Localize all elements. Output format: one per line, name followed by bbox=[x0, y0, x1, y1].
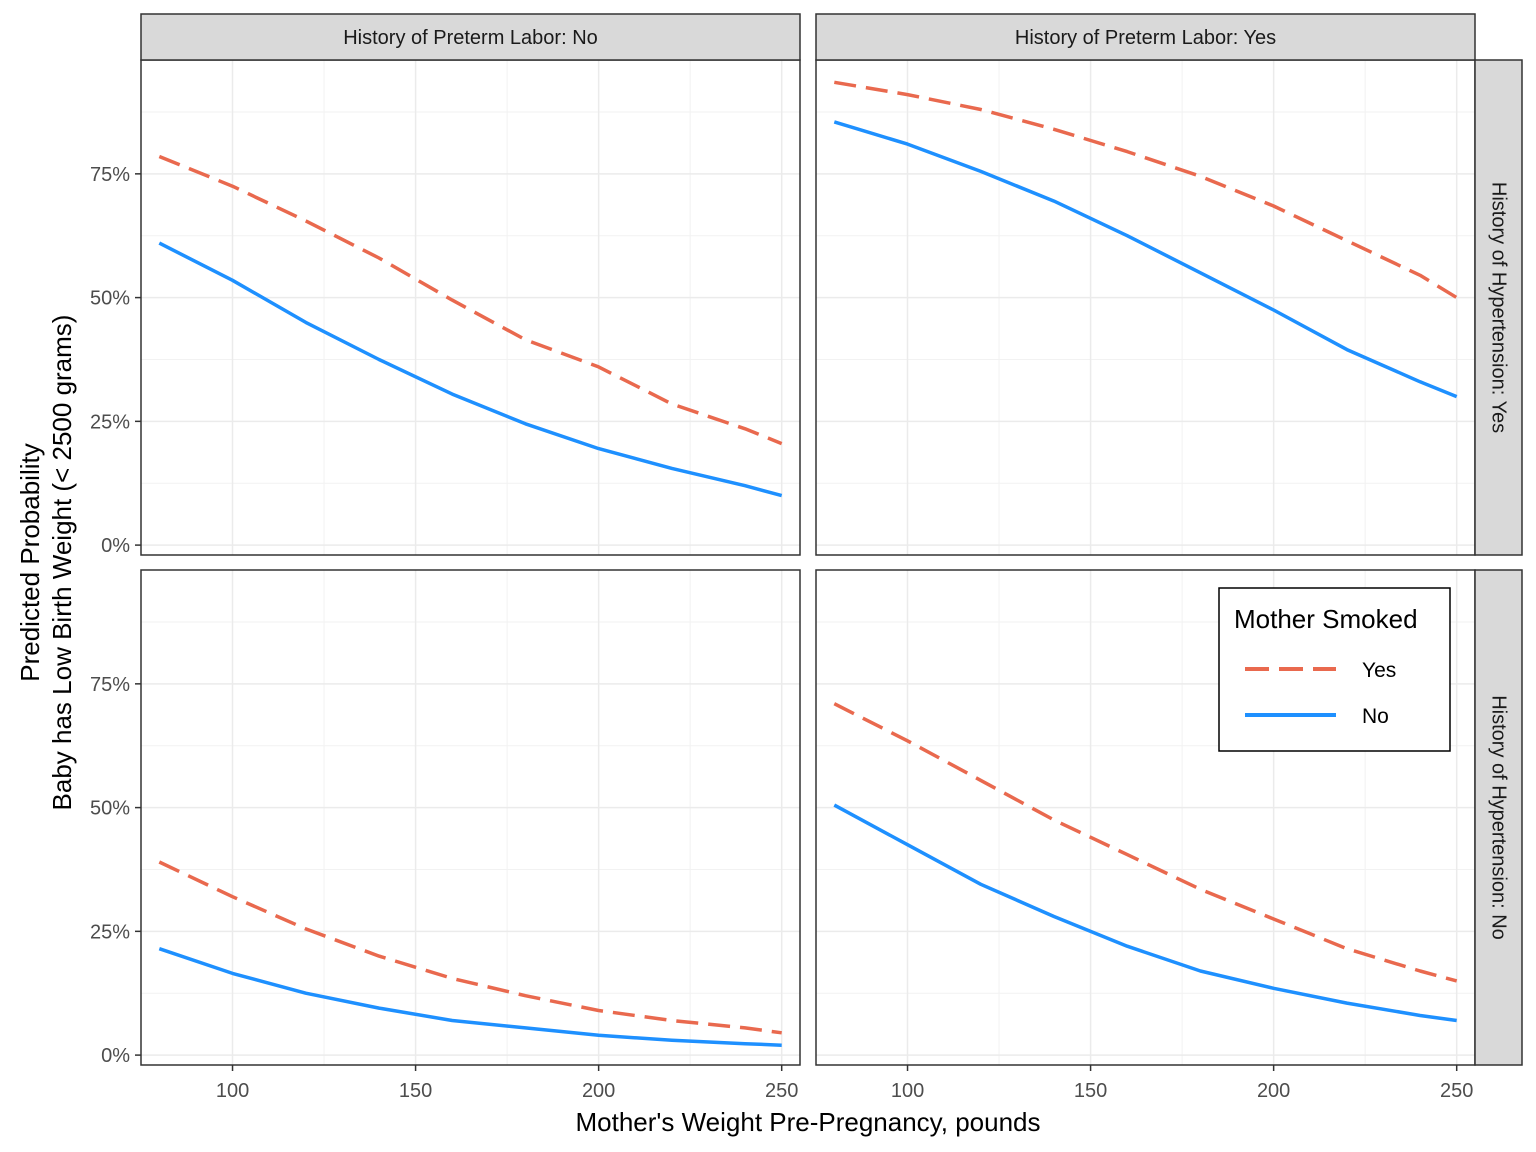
row-strip-0: History of Hypertension: Yes bbox=[1474, 59, 1523, 556]
x-tick-label: 150 bbox=[399, 1080, 432, 1102]
x-tick-label: 100 bbox=[216, 1080, 249, 1102]
panel-r1-c0 bbox=[141, 570, 800, 1065]
series-line-yes bbox=[834, 80, 1458, 300]
y-axis-title-line: Predicted Probability bbox=[15, 443, 45, 681]
panel-series-3 bbox=[833, 702, 1458, 1023]
strip-background bbox=[140, 13, 801, 61]
panel-border bbox=[140, 569, 801, 1066]
y-tick-label: 0% bbox=[101, 535, 130, 557]
panel-r0-c1 bbox=[816, 60, 1475, 555]
y-tick-label: 25% bbox=[90, 921, 130, 943]
strip-label: History of Hypertension: Yes bbox=[1488, 182, 1510, 433]
row-strip-1: History of Hypertension: No bbox=[1474, 569, 1523, 1066]
strip-label: History of Preterm Labor: Yes bbox=[1015, 27, 1276, 49]
facet-strips: History of Preterm Labor: No History of P… bbox=[140, 13, 1523, 1066]
y-axis-title: Predicted ProbabilityBaby has Low Birth … bbox=[15, 315, 77, 811]
y-axis-title-line: Baby has Low Birth Weight (< 2500 grams) bbox=[47, 315, 77, 811]
series-line-no bbox=[833, 803, 1457, 1023]
legend-label-yes: Yes bbox=[1362, 659, 1396, 682]
strip-background bbox=[815, 13, 1476, 61]
series-line-no bbox=[158, 241, 783, 498]
series-line-yes bbox=[158, 860, 782, 1035]
panels-layer bbox=[140, 59, 1476, 1066]
panel-background bbox=[816, 60, 1475, 555]
panel-background bbox=[141, 570, 800, 1065]
axis-titles: Mother's Weight Pre-Pregnancy, pounds Pre… bbox=[15, 315, 1041, 1137]
y-tick-label: 50% bbox=[90, 288, 130, 310]
x-tick-label: 100 bbox=[891, 1080, 924, 1102]
series-line-no bbox=[158, 947, 782, 1047]
legend-label-no: No bbox=[1362, 705, 1389, 728]
series-line-no bbox=[833, 120, 1458, 399]
column-strip-1: History of Preterm Labor: Yes bbox=[815, 13, 1476, 61]
column-strip-0: History of Preterm Labor: No bbox=[140, 13, 801, 61]
panel-series-2 bbox=[158, 860, 782, 1047]
axes: 0% 25% 50% 75% 0% 25% 50% 75% 100 150 200 250 100 150… bbox=[90, 164, 1473, 1102]
legend-box: Mother Smoked Yes No bbox=[1218, 587, 1451, 752]
legend: Mother Smoked Yes No bbox=[1218, 587, 1451, 752]
y-tick-label: 50% bbox=[90, 798, 130, 820]
legend-title: Mother Smoked bbox=[1234, 604, 1418, 634]
x-tick-label: 150 bbox=[1074, 1080, 1107, 1102]
x-tick-label: 250 bbox=[765, 1080, 798, 1102]
y-tick-label: 0% bbox=[101, 1045, 130, 1067]
y-tick-label: 75% bbox=[90, 674, 130, 696]
panel-background bbox=[141, 60, 800, 555]
panel-series-0 bbox=[158, 154, 783, 498]
strip-background bbox=[1474, 59, 1523, 556]
series-line-yes bbox=[833, 702, 1458, 983]
series-line-yes bbox=[158, 154, 783, 446]
panel-series-1 bbox=[833, 80, 1458, 399]
panel-r0-c0 bbox=[141, 60, 800, 555]
y-tick-label: 75% bbox=[90, 164, 130, 186]
x-tick-label: 250 bbox=[1440, 1080, 1473, 1102]
strip-background bbox=[1474, 569, 1523, 1066]
strip-label: History of Preterm Labor: No bbox=[343, 27, 598, 49]
x-tick-label: 200 bbox=[582, 1080, 615, 1102]
x-axis-title: Mother's Weight Pre-Pregnancy, pounds bbox=[575, 1107, 1040, 1137]
y-tick-label: 25% bbox=[90, 411, 130, 433]
x-tick-label: 200 bbox=[1257, 1080, 1290, 1102]
strip-label: History of Hypertension: No bbox=[1488, 695, 1510, 940]
